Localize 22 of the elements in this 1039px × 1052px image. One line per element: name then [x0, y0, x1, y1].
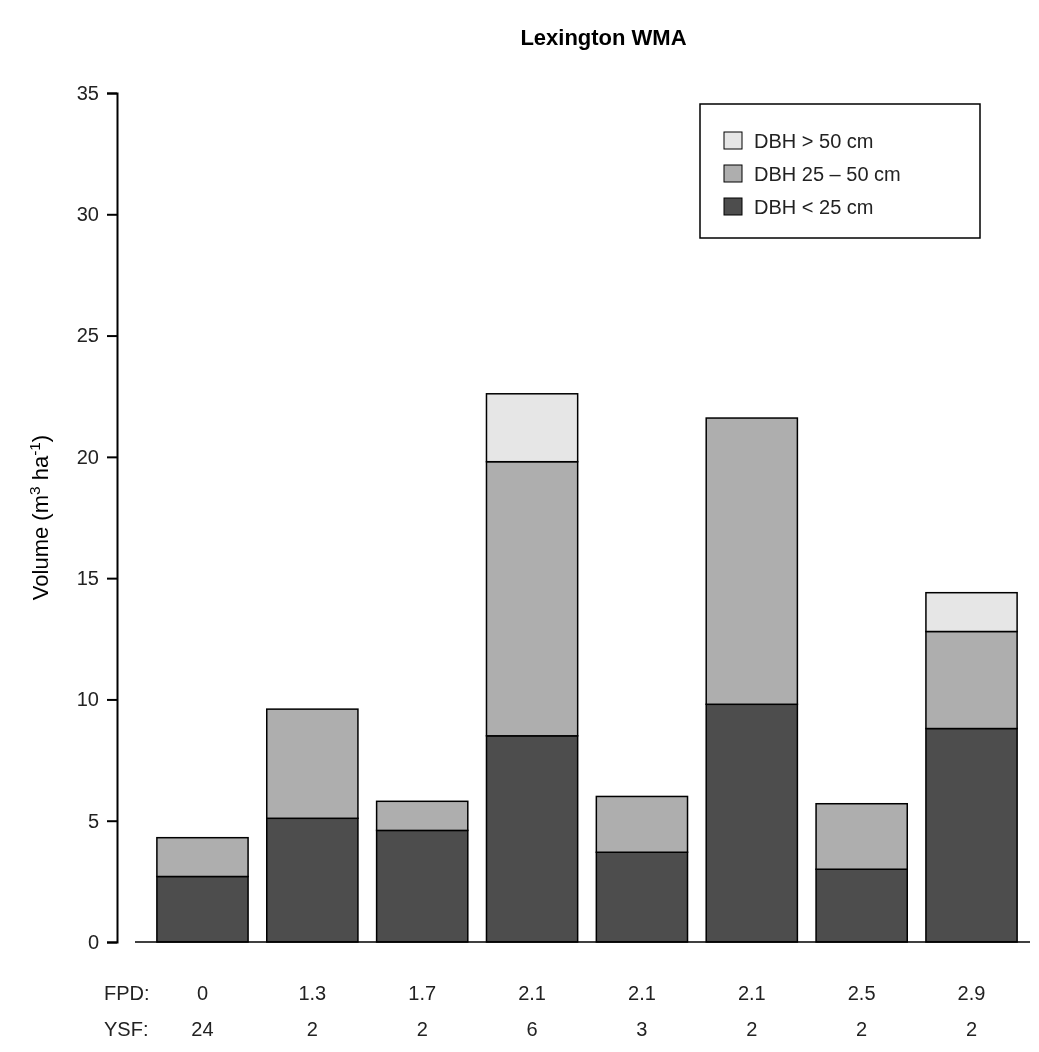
y-tick-label: 10: [76, 688, 99, 711]
text: FPD:: [104, 982, 150, 1004]
x-tick-label: 0 24: [191, 982, 214, 1040]
x-tick-label: 2.5 2: [847, 982, 876, 1040]
y-tick-label: 0: [87, 930, 99, 953]
y-tick-label: 20: [76, 445, 99, 468]
legend-label: DBH > 50 cm: [754, 130, 874, 152]
y-tick-label: 30: [76, 203, 99, 226]
y-tick-label: 35: [76, 81, 99, 104]
legend-label: DBH < 25 cm: [754, 196, 874, 218]
x-tick-label: 1.3 2: [298, 982, 327, 1040]
y-tick-label: 5: [87, 809, 99, 832]
x-tick-label: 2.1 2: [737, 982, 766, 1040]
legend-label: DBH 25 – 50 cm: [754, 163, 901, 185]
y-tick-label: 25: [76, 324, 99, 347]
x-tick-label: 2.1 3: [628, 982, 656, 1040]
text: YSF:: [104, 1018, 149, 1040]
x-tick-label: 2.1 6: [518, 982, 546, 1040]
y-tick-label: 15: [76, 567, 99, 590]
chart-title: Lexington WMA: [520, 25, 687, 50]
x-tick-label: 1.7 2: [408, 982, 437, 1040]
x-tick-label: 2.9 2: [957, 982, 986, 1040]
